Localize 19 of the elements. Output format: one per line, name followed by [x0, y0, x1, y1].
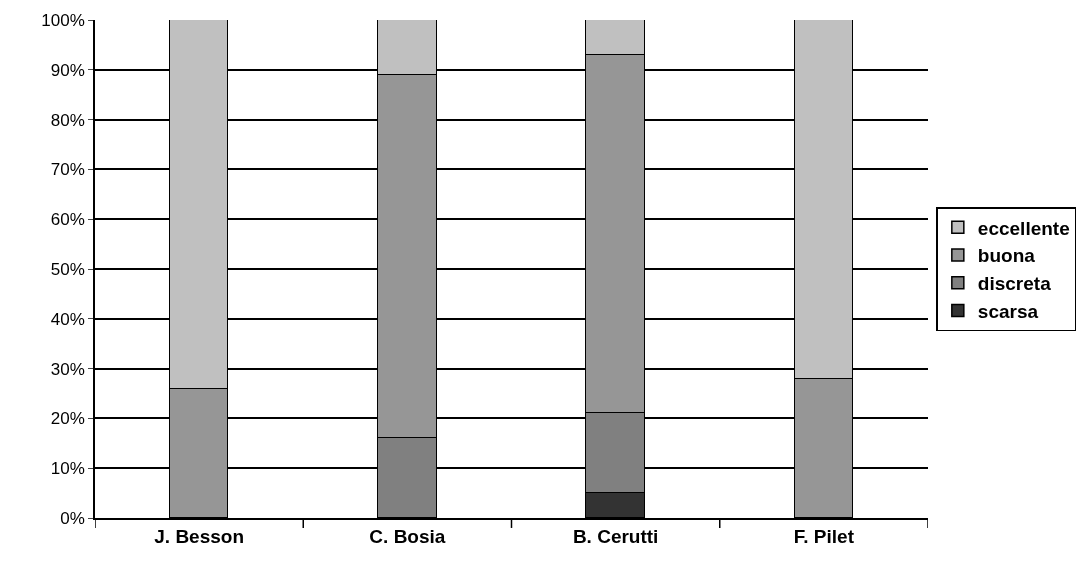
x-tick-label: J. Besson [154, 525, 245, 547]
legend-label: discreta [977, 273, 1052, 295]
legend-label: eccellente [977, 217, 1070, 239]
y-tick-label: 20% [50, 409, 85, 429]
y-tick-label: 30% [50, 359, 85, 379]
y-tick-label: 50% [50, 259, 85, 279]
x-tick-label: B. Cerutti [572, 525, 659, 547]
legend-label: scarsa [977, 300, 1039, 322]
y-tick-label: 0% [60, 508, 85, 528]
y-tick-label: 70% [50, 160, 85, 180]
x-tick-label: C. Bosia [369, 525, 446, 547]
y-tick-label: 90% [50, 60, 85, 80]
y-tick-label: 10% [50, 459, 85, 479]
y-tick-label: 80% [50, 110, 85, 130]
y-tick-label: 60% [50, 210, 85, 230]
y-tick-label: 40% [50, 309, 85, 329]
y-tick-label: 100% [41, 10, 85, 30]
x-tick-label: F. Pilet [793, 525, 855, 547]
legend-label: buona [977, 245, 1036, 267]
